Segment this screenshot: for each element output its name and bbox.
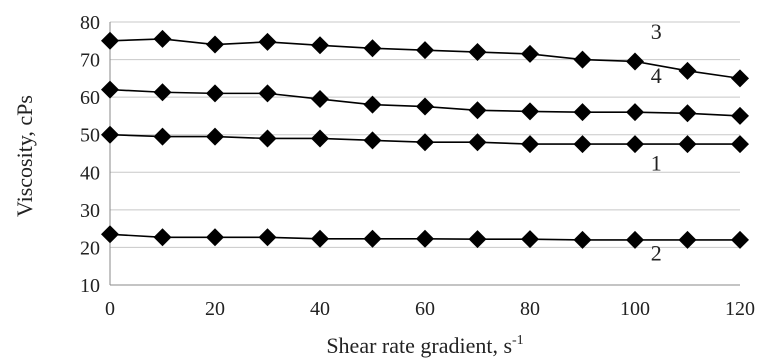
data-point <box>626 103 644 122</box>
data-point <box>206 228 224 247</box>
data-point <box>521 44 539 63</box>
series-label-1: 1 <box>651 150 662 175</box>
data-point <box>153 127 172 146</box>
data-point <box>363 131 382 150</box>
data-point <box>153 29 172 48</box>
x-tick-label: 20 <box>205 298 225 320</box>
x-tick-label: 40 <box>310 298 330 320</box>
data-point <box>678 61 697 80</box>
x-axis-title-text: Shear rate gradient, s <box>326 333 512 358</box>
series-label-3: 3 <box>651 19 662 44</box>
data-point <box>363 229 382 248</box>
data-point <box>206 127 224 146</box>
data-point <box>101 125 119 144</box>
series-2 <box>101 225 749 249</box>
data-point <box>101 80 119 99</box>
x-tick-label: 80 <box>520 298 540 320</box>
data-point <box>153 83 172 102</box>
data-point <box>573 103 592 122</box>
data-point <box>468 230 487 249</box>
data-point <box>311 129 329 148</box>
y-tick-label: 10 <box>80 275 100 297</box>
x-tick-label: 120 <box>725 298 755 320</box>
data-point <box>678 230 697 249</box>
y-tick-label: 50 <box>80 125 100 147</box>
data-point <box>573 50 592 69</box>
data-point <box>521 135 539 154</box>
data-point <box>573 135 592 154</box>
y-tick-label: 60 <box>80 87 100 109</box>
data-point <box>311 229 329 248</box>
data-point <box>626 230 644 249</box>
data-point <box>258 129 277 148</box>
data-point <box>101 225 119 244</box>
data-point <box>206 35 224 54</box>
data-point <box>363 95 382 114</box>
y-tick-label: 30 <box>80 200 100 222</box>
data-point <box>521 102 539 121</box>
series-label-4: 4 <box>651 63 662 88</box>
x-axis-title-superscript: -1 <box>512 333 524 348</box>
data-point <box>468 43 487 62</box>
data-point <box>258 228 277 247</box>
x-tick-label: 100 <box>620 298 650 320</box>
data-point <box>416 41 434 60</box>
series-labels: 3 4 1 2 <box>651 19 662 266</box>
data-point <box>626 135 644 154</box>
data-point <box>416 97 434 116</box>
data-point <box>311 36 329 55</box>
y-axis-title: Viscosity, cPs <box>12 95 37 217</box>
data-point <box>678 135 697 154</box>
data-point <box>416 133 434 152</box>
x-axis-title: Shear rate gradient, s-1 <box>326 333 523 358</box>
data-point <box>258 84 277 103</box>
data-point <box>468 133 487 152</box>
data-point <box>573 230 592 249</box>
y-tick-label: 80 <box>80 12 100 34</box>
y-tick-label: 40 <box>80 162 100 184</box>
data-point <box>153 228 172 247</box>
series-3 <box>101 29 749 88</box>
data-point <box>363 39 382 58</box>
axes: 10 20 30 40 50 60 70 80 0 20 40 60 80 100 120 <box>80 12 755 320</box>
data-point <box>626 52 644 71</box>
series-1 <box>101 125 749 154</box>
data-point <box>206 84 224 103</box>
x-tick-label: 60 <box>415 298 435 320</box>
x-tick-label: 0 <box>105 298 115 320</box>
data-point <box>258 32 277 51</box>
series-4 <box>101 80 749 125</box>
y-tick-label: 70 <box>80 50 100 72</box>
data-point <box>311 90 329 109</box>
data-point <box>521 230 539 249</box>
data-point <box>416 229 434 248</box>
data-point <box>468 101 487 120</box>
data-point <box>731 106 749 125</box>
y-tick-label: 20 <box>80 237 100 259</box>
data-point <box>731 135 749 154</box>
data-point <box>731 69 749 88</box>
series <box>101 29 749 249</box>
series-label-2: 2 <box>651 241 662 266</box>
data-point <box>731 230 749 249</box>
data-point <box>678 104 697 123</box>
data-point <box>101 31 119 50</box>
